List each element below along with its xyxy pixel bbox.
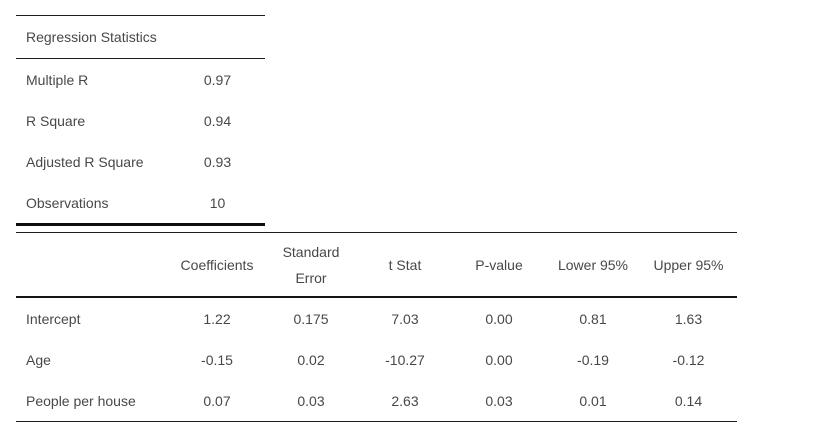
coef-header-row: Coefficients Standard Error t Stat P-val…	[16, 232, 737, 298]
cell-intercept-lower-95: 0.81	[579, 310, 607, 327]
cell-people-per-house-p-value: 0.03	[485, 392, 513, 409]
cell-people-per-house-lower-95: 0.01	[579, 392, 607, 409]
column-header-t-stat: t Stat	[358, 232, 452, 298]
coef-row-people-per-house: People per house 0.07 0.03 2.63 0.03 0.0…	[16, 380, 737, 422]
stat-label-multiple-r: Multiple R	[26, 71, 89, 88]
stats-table-title: Regression Statistics	[16, 15, 265, 59]
row-label-age: Age	[26, 351, 51, 368]
regression-stats-table: Regression Statistics Multiple R 0.97 R …	[16, 15, 265, 226]
coefficients-table: Coefficients Standard Error t Stat P-val…	[16, 232, 737, 422]
cell-people-per-house-coefficient: 0.07	[203, 392, 231, 409]
stat-label-r-square: R Square	[26, 112, 86, 129]
cell-intercept-t-stat: 7.03	[391, 310, 419, 327]
coef-row-intercept: Intercept 1.22 0.175 7.03 0.00 0.81 1.63	[16, 297, 737, 339]
cell-intercept-p-value: 0.00	[485, 310, 513, 327]
stat-label-adjusted-r-square: Adjusted R Square	[26, 153, 144, 170]
coef-row-age: Age -0.15 0.02 -10.27 0.00 -0.19 -0.12	[16, 339, 737, 380]
column-header-blank	[16, 232, 170, 298]
cell-people-per-house-upper-95: 0.14	[674, 392, 703, 409]
stats-title-row: Regression Statistics	[16, 15, 265, 59]
cell-people-per-house-standard-error: 0.03	[297, 392, 325, 409]
stat-row: Observations 10	[16, 182, 265, 225]
column-header-coefficients: Coefficients	[170, 232, 264, 298]
cell-age-upper-95: -0.12	[672, 351, 705, 368]
stat-label-observations: Observations	[26, 194, 109, 211]
row-label-intercept: Intercept	[26, 310, 81, 327]
stat-value-observations: 10	[209, 194, 226, 211]
column-header-p-value: P-value	[452, 232, 546, 298]
row-label-people-per-house: People per house	[26, 392, 136, 409]
stat-row: R Square 0.94	[16, 100, 265, 141]
cell-age-standard-error: 0.02	[297, 351, 325, 368]
cell-age-lower-95: -0.19	[577, 351, 609, 368]
cell-age-p-value: 0.00	[485, 351, 513, 368]
cell-intercept-upper-95: 1.63	[674, 310, 703, 327]
stat-row: Multiple R 0.97	[16, 59, 265, 101]
stat-row: Adjusted R Square 0.93	[16, 141, 265, 182]
stat-value-r-square: 0.94	[203, 112, 232, 129]
stat-value-adjusted-r-square: 0.93	[203, 153, 232, 170]
cell-age-coefficient: -0.15	[201, 351, 233, 368]
column-header-upper-95: Upper 95%	[640, 232, 737, 298]
column-header-lower-95: Lower 95%	[546, 232, 640, 298]
stat-value-multiple-r: 0.97	[203, 71, 232, 88]
column-header-standard-error: Standard Error	[264, 232, 358, 298]
cell-people-per-house-t-stat: 2.63	[391, 392, 419, 409]
cell-intercept-standard-error: 0.175	[293, 310, 329, 327]
cell-age-t-stat: -10.27	[385, 351, 425, 368]
cell-intercept-coefficient: 1.22	[203, 310, 231, 327]
